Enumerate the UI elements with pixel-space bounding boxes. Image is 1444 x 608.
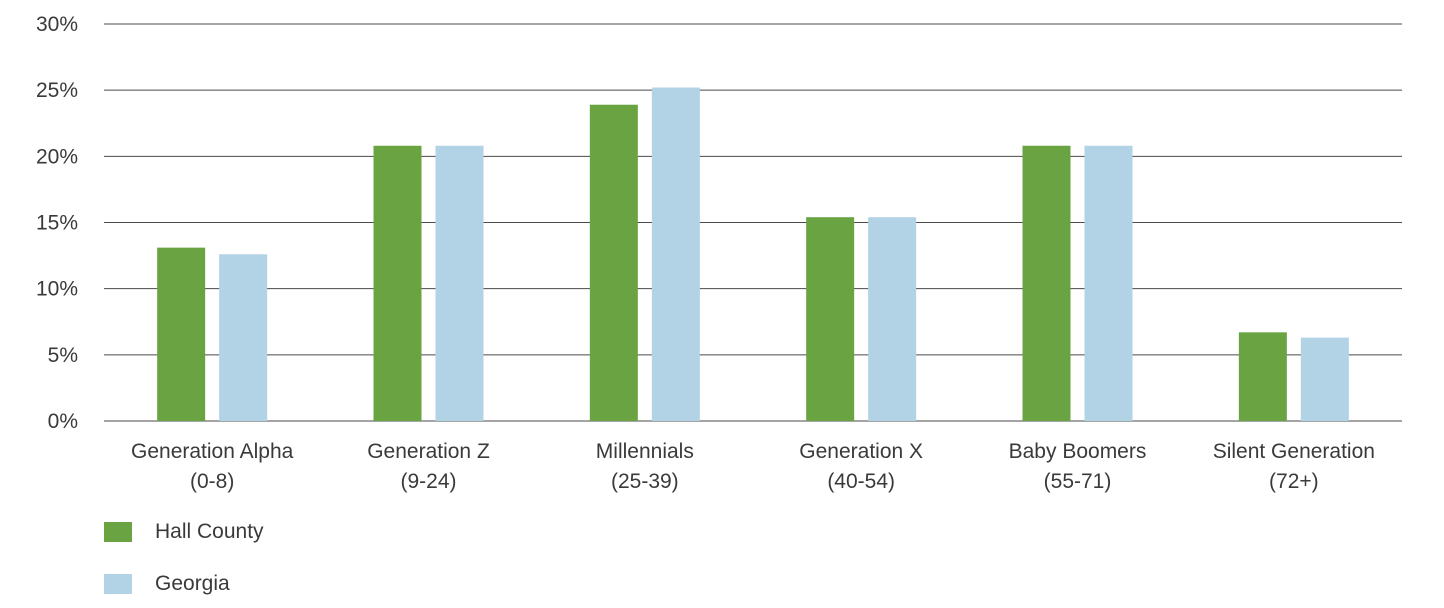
y-tick-label: 15% — [36, 212, 78, 235]
bar-hall-county — [1238, 332, 1287, 421]
bar-georgia — [1300, 337, 1349, 421]
x-tick-label-line: (72+) — [1269, 470, 1319, 493]
bar-hall-county — [1022, 145, 1071, 421]
x-tick-label: Generation X (40-54) — [799, 440, 923, 493]
bar-georgia — [651, 87, 700, 422]
x-tick-label-line: Generation X — [799, 440, 923, 463]
bar-hall-county — [373, 145, 422, 421]
legend-item-georgia: Georgia — [104, 572, 230, 596]
x-tick-label-line: (55-71) — [1044, 470, 1112, 493]
legend-label-georgia: Georgia — [155, 572, 230, 595]
y-tick-label: 25% — [36, 79, 78, 102]
bar-georgia — [219, 254, 268, 421]
x-tick-label: Baby Boomers (55-71) — [1009, 440, 1147, 493]
x-tick-label-line: (40-54) — [827, 470, 895, 493]
x-tick-label-line: (9-24) — [400, 470, 456, 493]
y-tick-label: 5% — [48, 344, 78, 367]
x-tick-label: Silent Generation (72+) — [1213, 440, 1375, 493]
y-tick-label: 0% — [48, 410, 78, 433]
x-tick-label: Generation Alpha (0-8) — [131, 440, 294, 493]
legend-swatch-hall-county — [104, 522, 132, 542]
legend-swatch-georgia — [104, 574, 132, 594]
bar-chart: 0% 5% 10% 15% 20% 25% 30% Generation Alpha (0-8)… — [36, 13, 1402, 493]
bar-hall-county — [589, 104, 638, 422]
x-tick-label-line: Generation Z — [367, 440, 490, 463]
bar-georgia — [868, 217, 917, 421]
x-tick-label-line: Baby Boomers — [1009, 440, 1147, 463]
legend-label-hall-county: Hall County — [155, 520, 264, 543]
x-tick-label: Generation Z (9-24) — [367, 440, 490, 493]
bar-georgia — [435, 145, 484, 421]
x-tick-label-line: Silent Generation — [1213, 440, 1375, 463]
x-tick-label-line: (0-8) — [190, 470, 234, 493]
x-tick-label-line: (25-39) — [611, 470, 679, 493]
bar-georgia — [1084, 145, 1133, 421]
y-tick-label: 20% — [36, 145, 78, 168]
bar-hall-county — [806, 217, 855, 421]
x-tick-label-line: Generation Alpha — [131, 440, 294, 463]
y-tick-label: 10% — [36, 278, 78, 301]
x-tick-label: Millennials (25-39) — [596, 440, 694, 493]
bar-hall-county — [157, 247, 206, 421]
y-tick-label: 30% — [36, 13, 78, 36]
x-tick-label-line: Millennials — [596, 440, 694, 463]
legend-item-hall-county: Hall County — [104, 520, 264, 544]
